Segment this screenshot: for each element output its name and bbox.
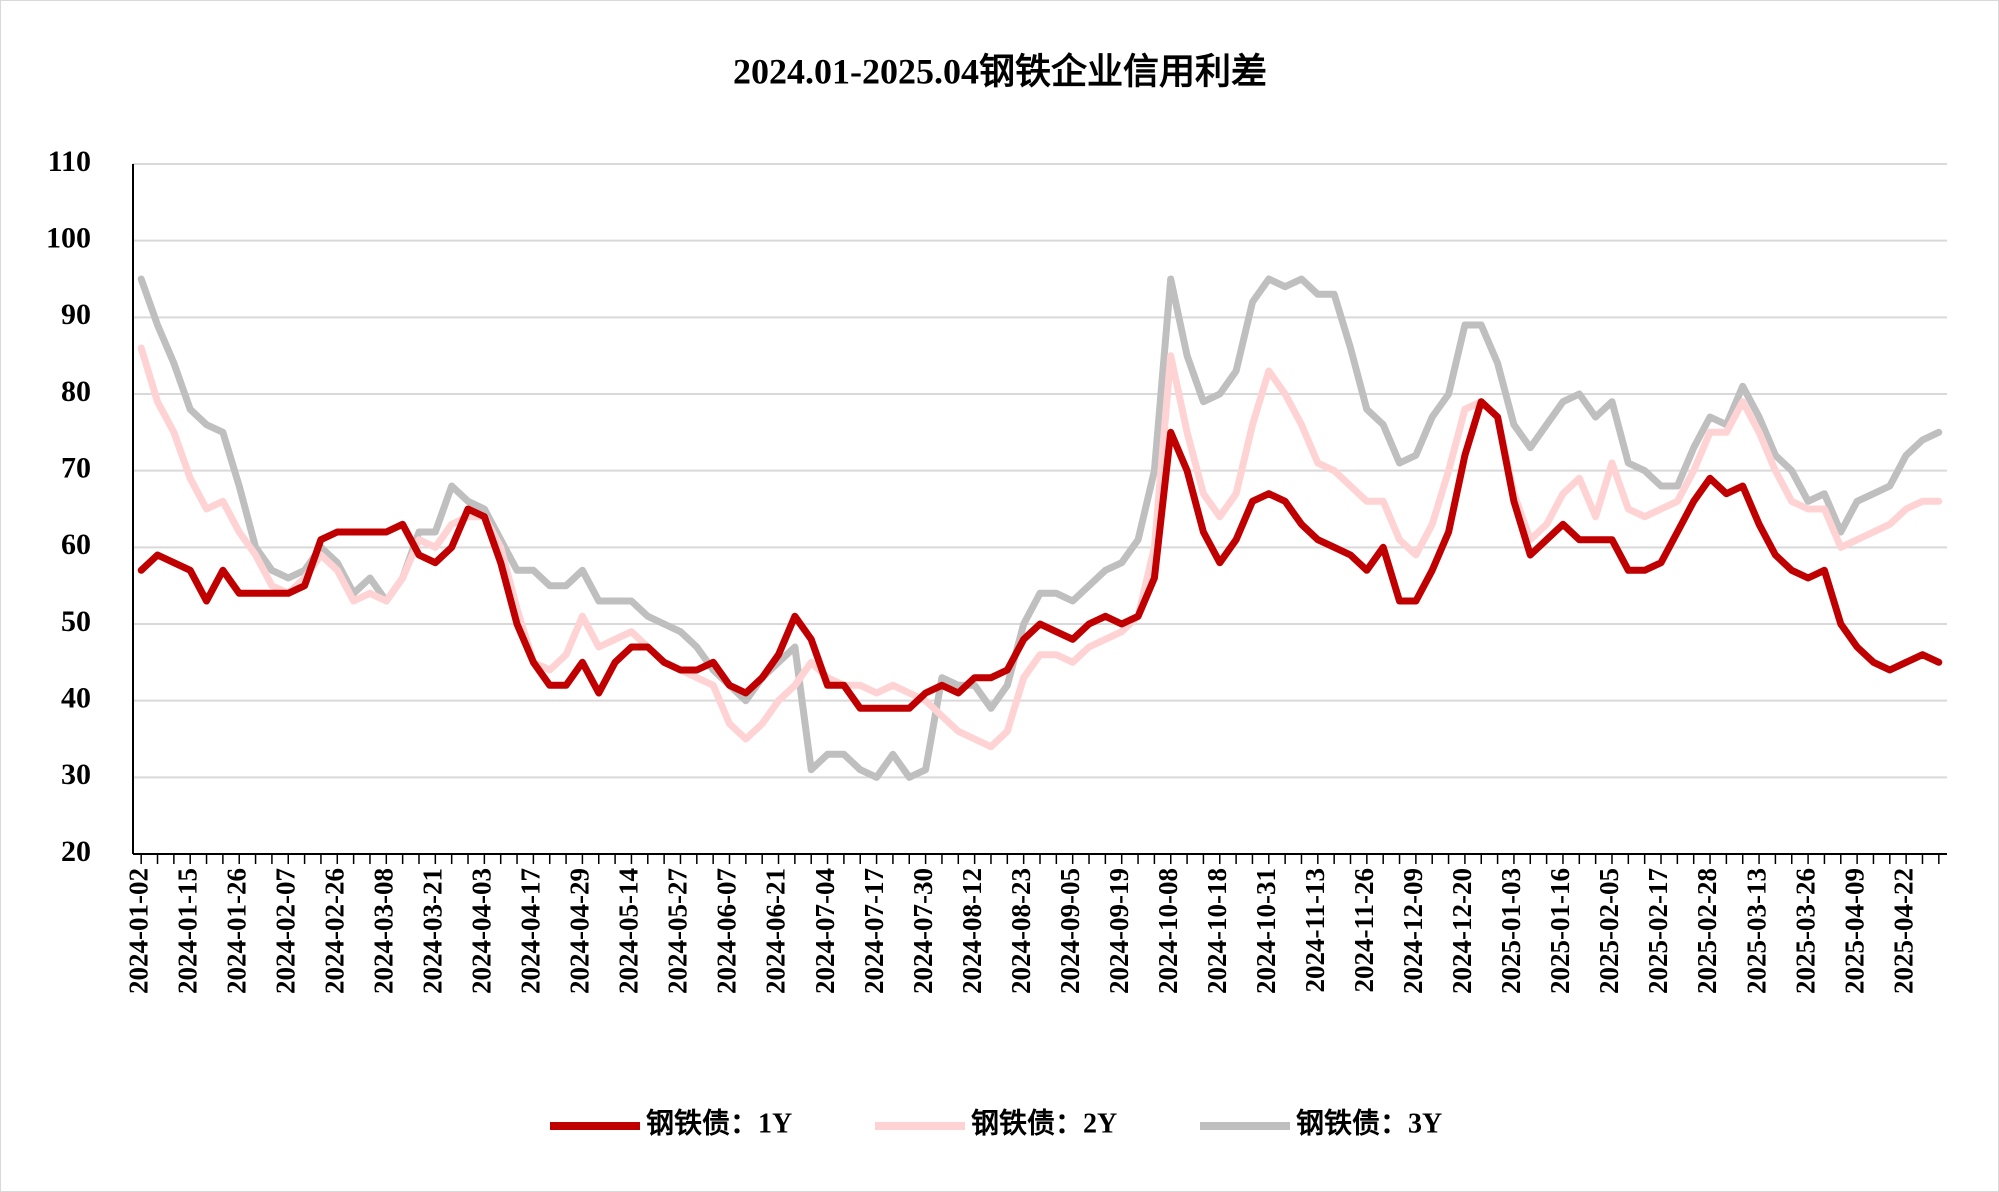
x-tick-label: 2025-02-05 <box>1594 868 1624 994</box>
x-tick-label: 2024-06-21 <box>761 868 791 994</box>
x-tick-label: 2024-09-05 <box>1055 868 1085 994</box>
x-tick-label: 2024-02-07 <box>270 868 300 994</box>
x-tick-label: 2024-07-17 <box>859 868 889 994</box>
x-tick-label: 2024-09-19 <box>1104 868 1134 994</box>
y-tick-label: 90 <box>61 298 91 331</box>
y-tick-label: 50 <box>61 605 91 638</box>
legend-label: 钢铁债：2Y <box>971 1107 1117 1139</box>
x-tick-label: 2025-03-26 <box>1790 868 1820 994</box>
x-tick-label: 2025-02-17 <box>1643 868 1673 994</box>
y-tick-label: 80 <box>61 375 91 408</box>
x-tick-label: 2025-03-13 <box>1741 868 1771 994</box>
x-tick-label: 2024-07-04 <box>810 868 840 994</box>
x-tick-label: 2024-04-03 <box>467 868 497 994</box>
x-tick-label: 2024-08-12 <box>957 868 987 994</box>
series-line <box>137 275 1943 781</box>
y-tick-label: 100 <box>46 222 91 255</box>
chart-title: 2024.01-2025.04钢铁企业信用利差 <box>733 50 1267 91</box>
y-tick-label: 70 <box>61 452 91 485</box>
x-tick-label: 2024-01-02 <box>123 868 153 994</box>
series-line <box>137 344 1943 751</box>
x-tick-label: 2024-04-29 <box>565 868 595 994</box>
x-tick-label: 2024-10-31 <box>1251 868 1281 994</box>
y-tick-label: 110 <box>48 145 91 178</box>
x-tick-label: 2024-12-09 <box>1398 868 1428 994</box>
x-tick-label: 2024-03-08 <box>369 868 399 994</box>
x-tick-label: 2025-04-22 <box>1888 868 1918 994</box>
x-tick-label: 2024-02-26 <box>319 868 349 994</box>
legend-label: 钢铁债：3Y <box>1296 1107 1442 1139</box>
x-tick-label: 2024-05-27 <box>663 868 693 994</box>
y-tick-label: 20 <box>61 835 91 868</box>
x-tick-label: 2025-01-16 <box>1545 868 1575 994</box>
x-tick-label: 2024-10-08 <box>1153 868 1183 994</box>
x-tick-label: 2024-11-13 <box>1300 868 1330 993</box>
x-tick-label: 2024-07-30 <box>908 868 938 994</box>
x-tick-label: 2024-12-20 <box>1447 868 1477 994</box>
x-tick-label: 2025-01-03 <box>1496 868 1526 994</box>
y-tick-label: 30 <box>61 758 91 791</box>
x-tick-label: 2024-04-17 <box>516 868 546 994</box>
x-tick-label: 2024-05-14 <box>614 868 644 994</box>
x-tick-label: 2024-10-18 <box>1202 868 1232 994</box>
x-tick-label: 2024-03-21 <box>418 868 448 994</box>
x-tick-label: 2024-06-07 <box>712 868 742 994</box>
x-tick-label: 2024-01-15 <box>172 868 202 994</box>
legend-label: 钢铁债：1Y <box>646 1107 792 1139</box>
x-tick-label: 2025-04-09 <box>1839 868 1869 994</box>
y-tick-label: 60 <box>61 528 91 561</box>
y-tick-label: 40 <box>61 682 91 715</box>
x-tick-label: 2024-11-26 <box>1349 868 1379 993</box>
x-tick-label: 2025-02-28 <box>1692 868 1722 994</box>
x-tick-label: 2024-01-26 <box>221 868 251 994</box>
series-line <box>137 398 1943 712</box>
x-tick-label: 2024-08-23 <box>1006 868 1036 994</box>
